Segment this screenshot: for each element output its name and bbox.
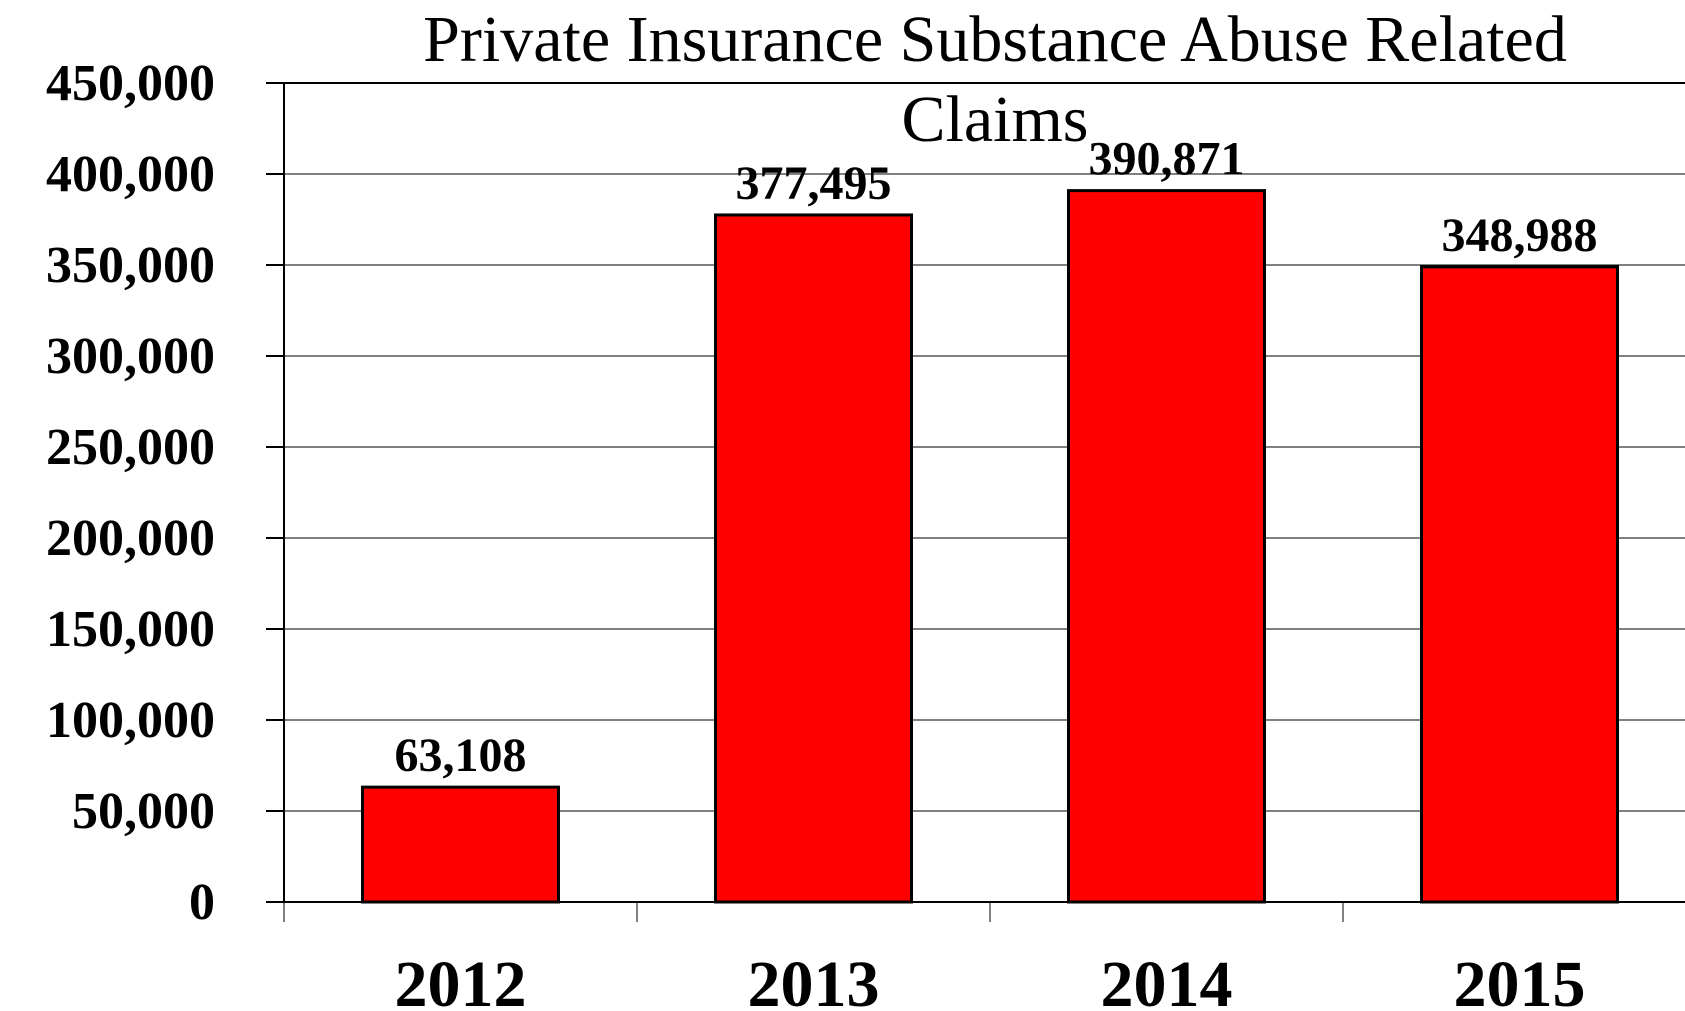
x-tick-label: 2013	[748, 948, 880, 1011]
bar-2014	[1067, 189, 1266, 904]
data-labels: 63,108 377,495 390,871 348,988	[395, 133, 1598, 783]
bar-2015	[1420, 265, 1619, 904]
data-label: 63,108	[395, 729, 527, 782]
y-tick-label: 300,000	[46, 328, 215, 385]
bar-2013	[714, 213, 913, 904]
axes: 0 50,000 100,000 150,000 200,000 250,000 300,0…	[46, 55, 1685, 1011]
y-tick-label: 250,000	[46, 419, 215, 476]
chart-title: Private Insurance Substance Abuse Relate…	[423, 3, 1567, 156]
y-tick-label: 50,000	[72, 783, 215, 840]
y-tick-label: 350,000	[46, 237, 215, 294]
bar-2012	[361, 785, 560, 904]
y-tick-label: 100,000	[46, 692, 215, 749]
y-tick-label: 400,000	[46, 146, 215, 203]
x-tick-label: 2012	[395, 948, 527, 1011]
data-label: 348,988	[1442, 209, 1598, 262]
data-label: 390,871	[1089, 133, 1245, 186]
chart-title-line: Claims	[901, 83, 1088, 156]
bars	[361, 189, 1619, 904]
y-tick-label: 450,000	[46, 55, 215, 112]
y-tick-label: 200,000	[46, 510, 215, 567]
x-tick-label: 2014	[1101, 948, 1233, 1011]
chart-title-line: Private Insurance Substance Abuse Relate…	[423, 3, 1567, 76]
y-tick-label: 150,000	[46, 601, 215, 658]
data-label: 377,495	[736, 157, 892, 210]
x-tick-label: 2015	[1454, 948, 1586, 1011]
y-tick-label: 0	[189, 874, 215, 931]
